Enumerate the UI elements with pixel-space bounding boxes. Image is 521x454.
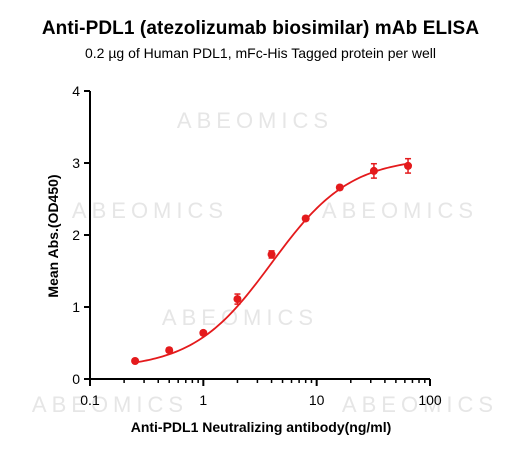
- fit-curve-layer: [134, 162, 409, 364]
- watermarks: ABEOMICS ABEOMICS ABEOMICS ABEOMICS ABEOMICS…: [32, 108, 498, 417]
- y-axis-label: Mean Abs.(OD450): [45, 174, 61, 297]
- y-tick-label: 1: [72, 299, 80, 315]
- watermark-text: ABEOMICS: [342, 392, 498, 417]
- fit-curve: [134, 162, 409, 364]
- data-point: [404, 161, 413, 170]
- x-axis-label: Anti-PDL1 Neutralizing antibody(ng/ml): [131, 419, 392, 435]
- x-tick-label: 0.1: [80, 392, 100, 408]
- data-point: [131, 357, 140, 365]
- chart-subtitle: 0.2 µg of Human PDL1, mFc-His Tagged pro…: [85, 45, 436, 61]
- data-point: [267, 250, 276, 259]
- data-point: [369, 166, 378, 175]
- y-tick-label: 4: [72, 83, 80, 99]
- watermark-text: ABEOMICS: [72, 198, 228, 223]
- data-point: [335, 183, 344, 192]
- x-tick-label: 100: [418, 392, 442, 408]
- watermark-text: ABEOMICS: [322, 198, 478, 223]
- y-tick-label: 3: [72, 155, 80, 171]
- data-point: [301, 214, 310, 223]
- watermark-text: ABEOMICS: [32, 392, 188, 417]
- data-point: [165, 346, 174, 355]
- watermark-text: ABEOMICS: [162, 305, 318, 330]
- y-tick-label: 2: [72, 227, 80, 243]
- x-tick-label: 1: [199, 392, 207, 408]
- x-tick-label: 10: [309, 392, 325, 408]
- axes: 0 1 2 3 4 0.1 1 10 100: [72, 83, 442, 408]
- data-point: [199, 328, 208, 337]
- y-tick-label: 0: [72, 371, 80, 387]
- data-point: [233, 295, 242, 304]
- data-points-layer: [131, 157, 413, 365]
- watermark-text: ABEOMICS: [177, 108, 333, 133]
- chart-title: Anti-PDL1 (atezolizumab biosimilar) mAb …: [41, 18, 480, 39]
